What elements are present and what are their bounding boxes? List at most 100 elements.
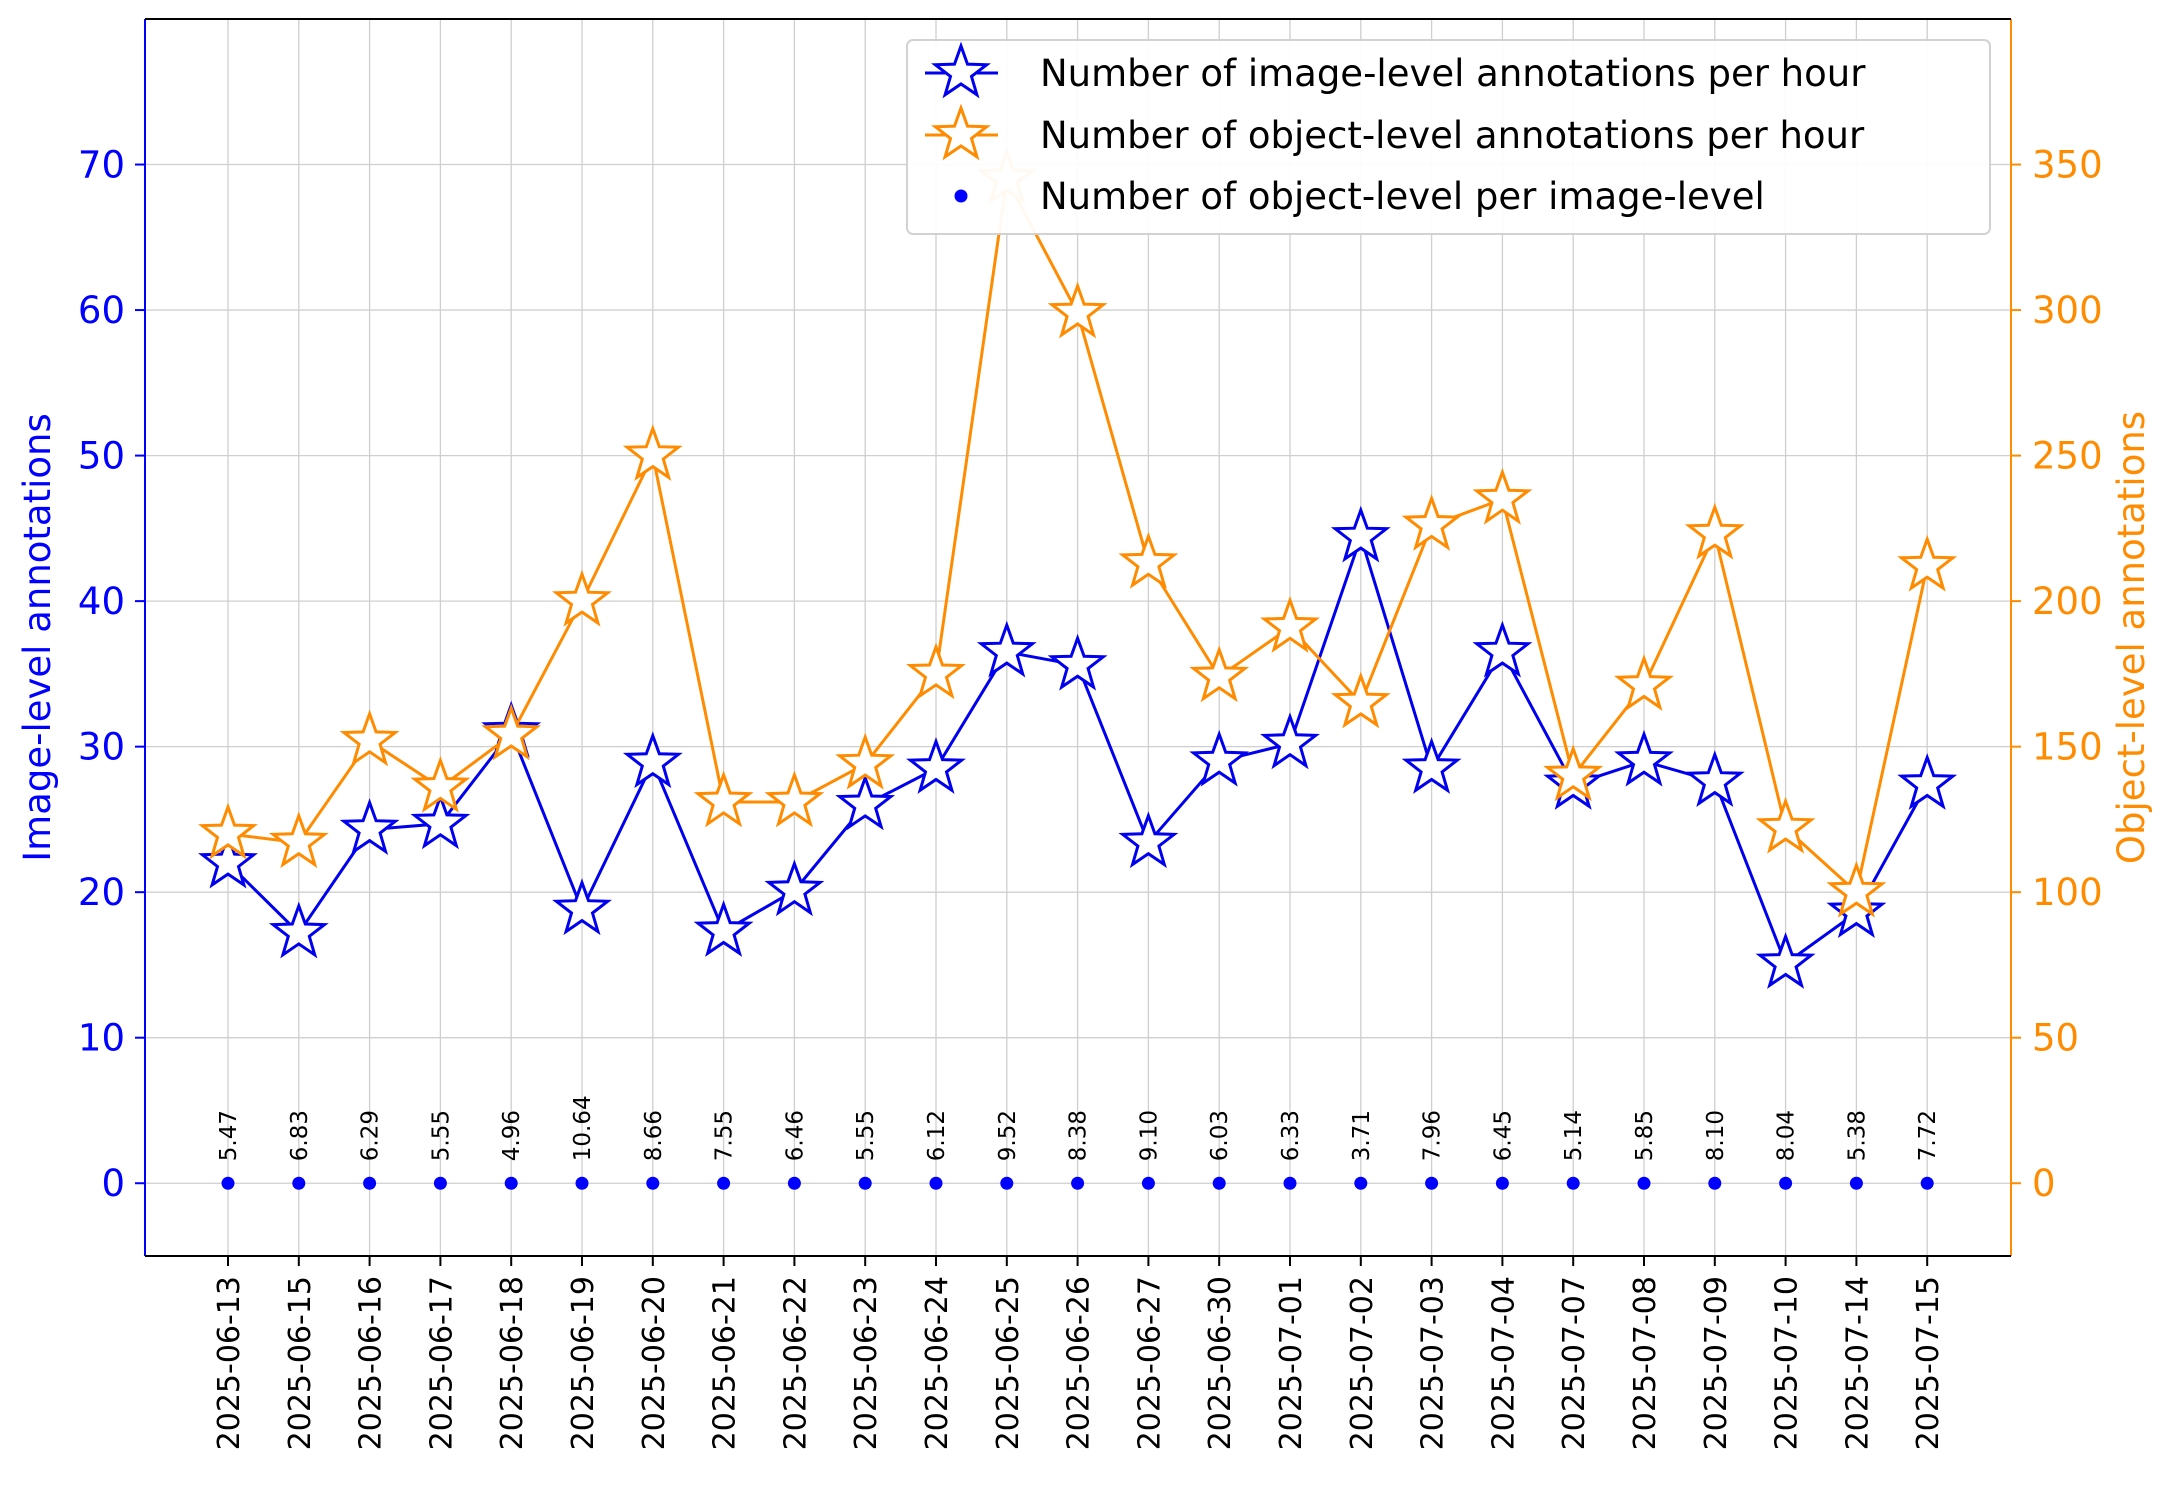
object-level-star-marker [339,709,400,767]
right-axis-title: Object-level annotations [2110,411,2153,864]
ratio-point [717,1176,731,1190]
image-level-star-marker [1118,811,1179,869]
object-level-star-marker [764,770,825,828]
x-tick-label: 2025-07-07 [1557,1276,1592,1450]
right-tick-label: 0 [2032,1162,2056,1205]
image-level-star-marker [1755,932,1816,989]
image-level-star-marker [268,901,329,959]
ratio-label: 5.47 [216,1110,242,1161]
x-tick-label: 2025-07-03 [1416,1276,1451,1450]
object-level-star-marker [622,424,683,481]
object-level-star-marker [1614,654,1674,712]
ratio-point [221,1176,235,1190]
image-level-star-marker [1260,712,1320,770]
x-tick-label: 2025-07-09 [1699,1276,1734,1450]
ratio-point [1354,1176,1368,1190]
image-level-star-marker [1897,753,1958,810]
image-level-star-marker [1614,729,1674,787]
legend-item-ratio[interactable]: Number of object-level per image-level [954,175,1765,218]
ratio-point [646,1176,660,1190]
x-tick-label: 2025-06-22 [778,1276,813,1450]
legend-item-image-level[interactable]: Number of image-level annotations per ho… [925,41,1866,99]
image-level-star-marker [622,731,683,789]
image-level-star-marker [1472,620,1533,678]
image-level-star-marker [1826,881,1887,938]
left-tick-label: 0 [101,1162,125,1205]
ratio-label: 7.96 [1420,1110,1446,1161]
ratio-point [1495,1176,1509,1190]
image-level-star-marker [1189,729,1250,787]
right-tick-label: 100 [2032,871,2103,914]
image-level-star-marker [410,792,471,850]
object-level-star-marker [906,642,966,700]
x-tick-label: 2025-07-08 [1628,1276,1663,1450]
legend-dot-swatch [954,189,968,203]
ratio-label: 4.96 [499,1110,525,1161]
x-tick-label: 2025-06-26 [1062,1276,1097,1450]
object-level-star-marker [835,732,896,790]
x-tick-label: 2025-06-30 [1203,1276,1238,1450]
ratio-point [1779,1176,1793,1190]
object-level-star-marker [1543,744,1604,802]
ratio-label: 7.72 [1915,1110,1941,1161]
ratio-label: 5.85 [1632,1110,1658,1161]
image-level-star-marker [1047,633,1108,691]
left-tick-label: 70 [78,144,125,187]
ratio-label: 6.29 [358,1110,384,1161]
x-tick-label: 2025-07-02 [1345,1276,1380,1450]
object-level-star-marker [1260,595,1320,653]
left-tick-label: 10 [78,1017,125,1060]
legend[interactable]: Number of image-level annotations per ho… [906,39,1991,235]
object-level-star-marker [552,569,612,627]
image-level-star-marker [764,859,825,917]
object-level-star-marker [693,770,754,828]
x-tick-label: 2025-06-17 [424,1276,459,1450]
image-level-star-marker [1330,505,1391,563]
ratio-label: 5.14 [1561,1110,1587,1161]
ratio-point [929,1176,943,1190]
object-level-star-marker [1330,671,1391,729]
object-level-star-marker [1189,645,1250,703]
right-tick-label: 250 [2032,435,2103,478]
left-tick-label: 50 [78,435,125,478]
ratio-point [1141,1176,1155,1190]
ratio-point [1212,1176,1226,1190]
legend-label: Number of object-level per image-level [1040,175,1765,218]
object-level-star-marker [1897,534,1958,592]
right-tick-label: 300 [2032,289,2103,332]
legend-box [906,39,1991,235]
x-tick-label: 2025-06-15 [283,1276,318,1450]
ratio-label: 5.55 [853,1110,879,1161]
object-level-star-marker [1472,467,1533,525]
x-tick-label: 2025-06-16 [354,1276,389,1450]
object-level-star-marker [481,703,542,761]
ratio-label: 5.38 [1844,1110,1870,1161]
ratio-label: 6.45 [1490,1110,1516,1161]
right-tick-label: 50 [2032,1017,2079,1060]
ratio-point [1000,1176,1014,1190]
ratio-point [1425,1176,1439,1190]
legend-label: Number of image-level annotations per ho… [1040,52,1866,95]
x-tick-label: 2025-07-15 [1911,1276,1946,1450]
right-tick-label: 350 [2032,144,2103,187]
legend-item-object-level[interactable]: Number of object-level annotations per h… [925,103,1865,161]
x-tick-label: 2025-06-21 [708,1276,743,1450]
ratio-point [1566,1176,1580,1190]
image-level-star-marker [693,900,754,957]
object-level-star-marker [1118,531,1179,589]
ratio-label: 6.46 [782,1110,808,1161]
ratio-label: 10.64 [570,1095,596,1161]
left-tick-label: 60 [78,289,125,332]
left-tick-label: 20 [78,871,125,914]
ratio-label: 6.03 [1207,1110,1233,1161]
ratio-point [1708,1176,1722,1190]
ratio-point [575,1176,589,1190]
right-tick-label: 150 [2032,726,2103,769]
x-tick-label: 2025-06-24 [920,1276,955,1450]
ratio-point [292,1176,306,1190]
left-tick-label: 30 [78,726,125,769]
image-level-star-marker [198,831,258,889]
ratio-label: 8.04 [1774,1110,1800,1161]
ratio-label: 7.55 [712,1110,738,1161]
ratio-point [1283,1176,1297,1190]
